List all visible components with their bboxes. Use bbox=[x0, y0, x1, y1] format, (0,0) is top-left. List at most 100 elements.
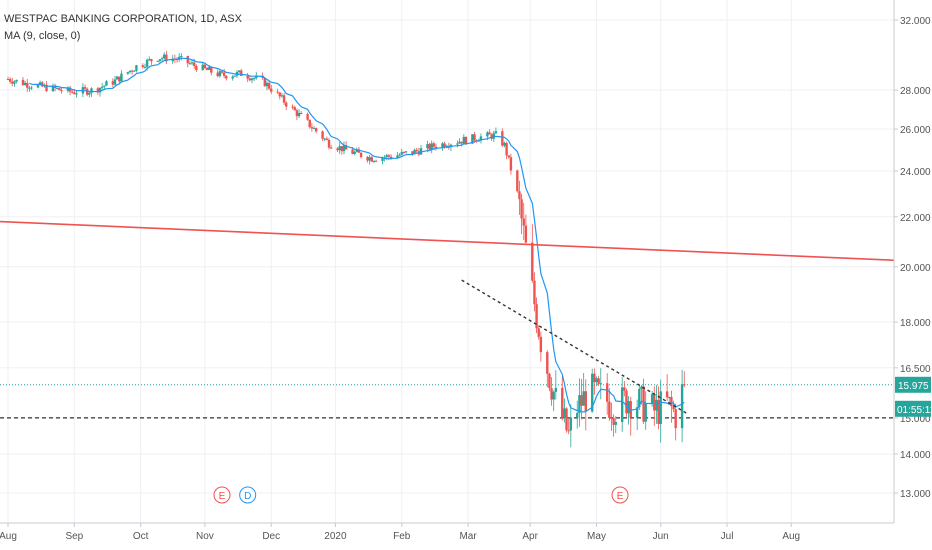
candle bbox=[15, 79, 18, 84]
candle-body bbox=[443, 143, 446, 148]
candle bbox=[389, 154, 393, 161]
candle-body bbox=[554, 387, 558, 392]
candle bbox=[567, 418, 570, 435]
candle-body bbox=[402, 151, 406, 153]
candle bbox=[150, 58, 153, 65]
candle bbox=[306, 112, 309, 121]
candle bbox=[674, 403, 677, 441]
candle bbox=[683, 371, 686, 388]
candle bbox=[372, 160, 376, 163]
candle bbox=[321, 130, 324, 141]
candle bbox=[441, 141, 444, 151]
candle bbox=[68, 85, 72, 96]
candle-body bbox=[280, 95, 284, 97]
candle bbox=[56, 87, 59, 90]
time-axis[interactable]: Aug Sep Oct Nov Dec 2020 Feb Mar Apr May Jun Jul Aug bbox=[0, 523, 800, 542]
candle-body bbox=[45, 84, 48, 92]
candle bbox=[325, 136, 329, 141]
candle bbox=[597, 375, 600, 387]
trend-lines bbox=[0, 220, 895, 415]
candle-body bbox=[295, 110, 299, 117]
candle-body bbox=[614, 422, 617, 425]
candle bbox=[216, 69, 219, 78]
candle bbox=[488, 129, 491, 135]
candle-body bbox=[428, 144, 431, 150]
candle-body bbox=[368, 157, 371, 161]
candle-body bbox=[625, 390, 628, 414]
candle bbox=[591, 368, 594, 413]
candle-body bbox=[638, 388, 641, 408]
candle-body bbox=[66, 87, 70, 91]
candle bbox=[473, 131, 476, 143]
candle-body bbox=[73, 92, 76, 95]
time-tick-label: Aug bbox=[782, 531, 800, 542]
candle-body bbox=[680, 384, 684, 429]
price-axis[interactable]: 32.000 28.000 26.000 24.000 22.000 20.000 18.0… bbox=[894, 16, 931, 500]
candle-body bbox=[160, 58, 164, 60]
candle bbox=[599, 368, 602, 400]
candle-body bbox=[225, 75, 228, 79]
event-label: D bbox=[244, 491, 251, 502]
candle bbox=[340, 146, 344, 155]
candle-body bbox=[285, 102, 288, 107]
candle-body bbox=[366, 157, 369, 161]
candle-body bbox=[655, 399, 658, 411]
candle bbox=[133, 70, 136, 72]
candle-body bbox=[96, 88, 100, 93]
candle-body bbox=[188, 63, 192, 65]
candle bbox=[610, 402, 613, 431]
candle-body bbox=[143, 66, 147, 68]
candle bbox=[368, 154, 371, 165]
candle-body bbox=[627, 401, 630, 414]
time-tick-label: Aug bbox=[0, 531, 17, 542]
candle bbox=[522, 202, 525, 240]
candle bbox=[518, 180, 521, 215]
candle-body bbox=[201, 64, 204, 71]
candle bbox=[118, 76, 121, 84]
candle-body bbox=[323, 138, 326, 140]
candle bbox=[201, 61, 204, 71]
candle bbox=[60, 87, 63, 94]
candle-body bbox=[546, 352, 549, 374]
candle bbox=[539, 331, 543, 362]
candle-body bbox=[537, 328, 540, 337]
candle-body bbox=[492, 133, 495, 139]
candle-body bbox=[180, 55, 183, 57]
candle-body bbox=[567, 430, 570, 432]
candle-body bbox=[612, 418, 615, 425]
candle bbox=[248, 76, 252, 82]
earnings-marker: E bbox=[611, 486, 629, 504]
candle-body bbox=[533, 280, 536, 305]
candle-body bbox=[640, 386, 643, 389]
candle-body bbox=[71, 91, 74, 93]
candle-body bbox=[205, 68, 209, 71]
candle-body bbox=[576, 412, 579, 418]
candle bbox=[644, 391, 647, 430]
candle-body bbox=[597, 378, 600, 384]
last-price-badge-bg bbox=[895, 376, 931, 393]
candle bbox=[113, 75, 117, 86]
candle-body bbox=[329, 147, 333, 149]
candle bbox=[28, 85, 31, 92]
candle-body bbox=[150, 59, 153, 62]
candle-body bbox=[282, 95, 286, 103]
candle-body bbox=[306, 114, 309, 120]
candle bbox=[263, 77, 266, 87]
candle bbox=[250, 77, 254, 84]
candle-body bbox=[100, 86, 104, 88]
candle-body bbox=[220, 71, 224, 73]
candle bbox=[620, 377, 624, 432]
candle-body bbox=[441, 143, 444, 149]
candle-body bbox=[128, 70, 132, 73]
candle bbox=[291, 104, 294, 110]
price-tick-label: 16.500 bbox=[900, 364, 931, 375]
candle-body bbox=[595, 378, 598, 383]
time-tick-label: May bbox=[587, 531, 606, 542]
candle bbox=[503, 141, 506, 148]
candle-body bbox=[665, 391, 669, 398]
candle bbox=[413, 148, 416, 155]
candle-body bbox=[471, 134, 474, 144]
candle-body bbox=[135, 65, 138, 71]
candle-body bbox=[111, 81, 115, 85]
